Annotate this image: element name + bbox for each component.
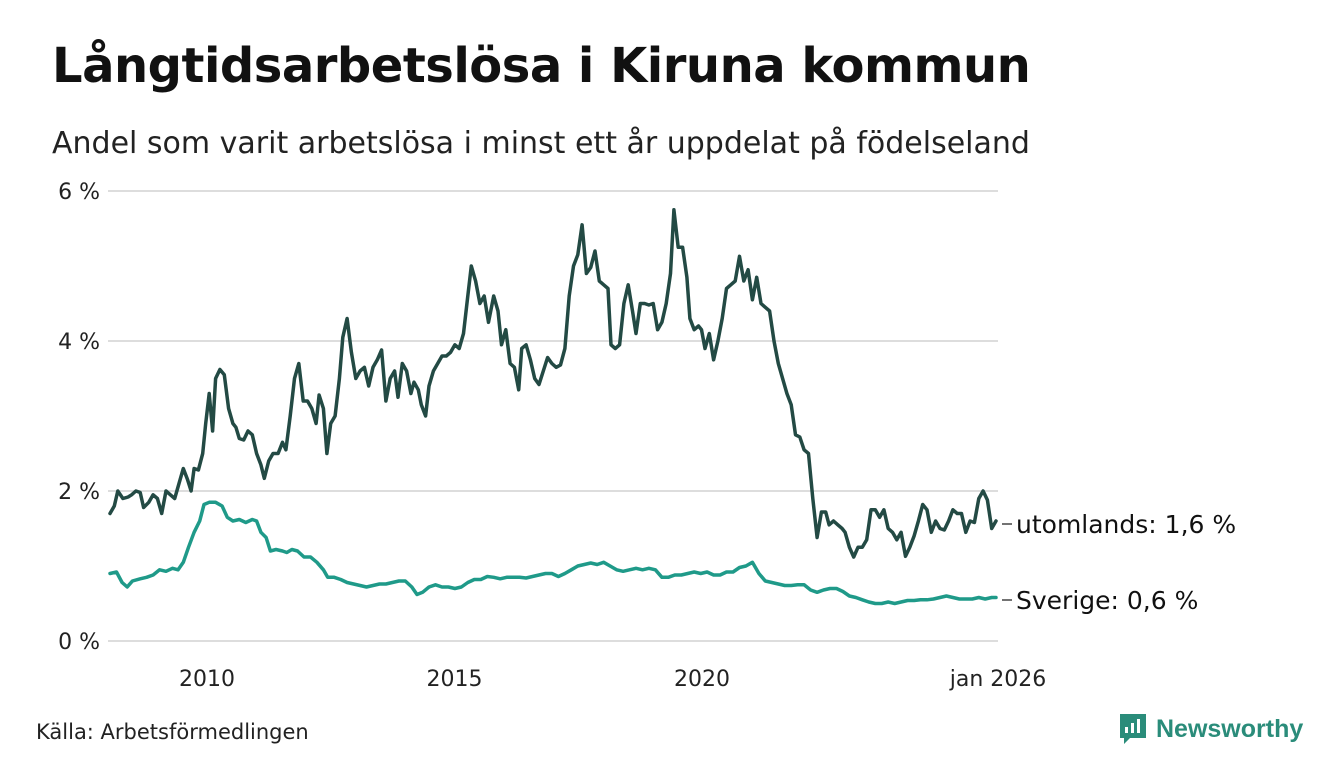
y-tick-label: 6 % <box>58 180 100 205</box>
page-title: Långtidsarbetslösa i Kiruna kommun <box>52 38 1031 94</box>
y-tick-label: 4 % <box>58 330 100 355</box>
y-tick-label: 2 % <box>58 480 100 505</box>
series-lines <box>108 208 998 606</box>
x-tick-label: 2020 <box>674 667 730 692</box>
brand-logo: Newsworthy <box>1118 712 1303 746</box>
source-note: Källa: Arbetsförmedlingen <box>36 720 309 744</box>
x-tick-label: 2010 <box>179 667 235 692</box>
series-line-utomlands <box>108 208 998 559</box>
series-line-sverige <box>108 500 998 606</box>
end-label-utomlands: utomlands: 1,6 % <box>1016 510 1236 539</box>
gridlines <box>108 190 998 642</box>
x-tick-label: 2015 <box>427 667 483 692</box>
x-tick-label: jan 2026 <box>949 667 1047 692</box>
brand-name: Newsworthy <box>1156 714 1304 743</box>
end-label-sverige: Sverige: 0,6 % <box>1016 586 1198 615</box>
chart-subtitle: Andel som varit arbetslösa i minst ett å… <box>52 126 1030 161</box>
newsworthy-logo-icon <box>1120 714 1146 744</box>
y-axis-ticks: 0 % 2 % 4 % 6 % <box>58 180 100 655</box>
x-axis-ticks: 2010 2015 2020 jan 2026 <box>179 667 1046 692</box>
y-tick-label: 0 % <box>58 630 100 655</box>
end-labels: utomlands: 1,6 % Sverige: 0,6 % <box>1002 510 1236 615</box>
